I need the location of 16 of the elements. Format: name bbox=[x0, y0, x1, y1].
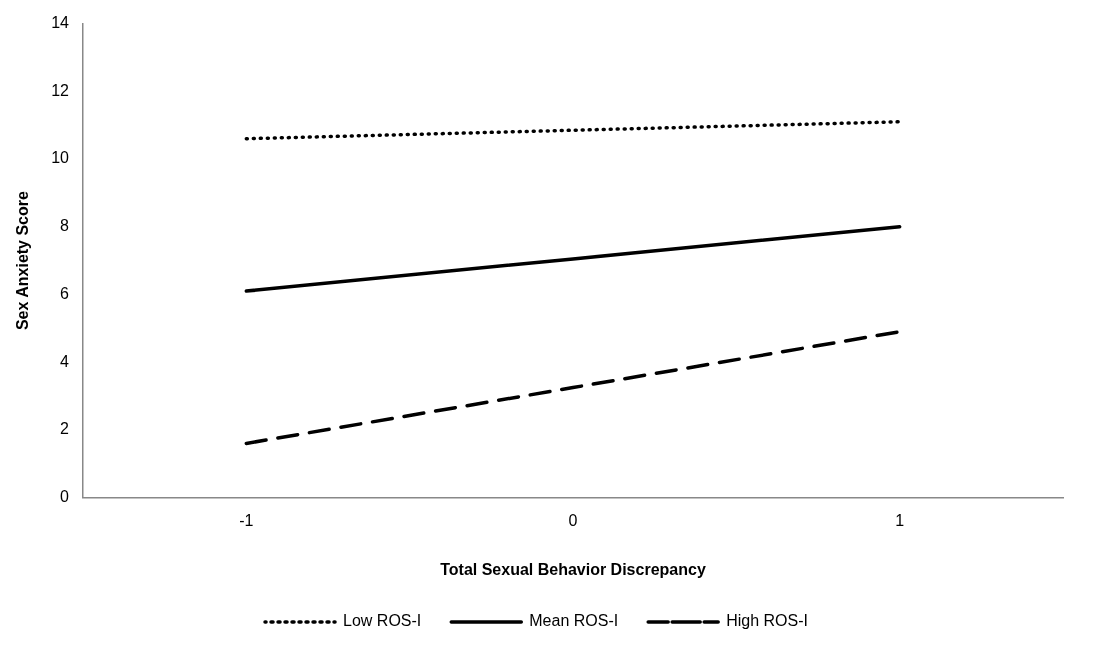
legend-label: Low ROS-I bbox=[343, 612, 422, 630]
y-axis-title: Sex Anxiety Score bbox=[14, 190, 32, 331]
y-tick-label: 0 bbox=[60, 488, 70, 506]
y-tick-label: 2 bbox=[60, 420, 70, 438]
y-tick-label: 8 bbox=[60, 217, 70, 235]
x-tick-label: -1 bbox=[239, 511, 254, 529]
legend-label: Mean ROS-I bbox=[529, 612, 619, 630]
x-axis-title: Total Sexual Behavior Discrepancy bbox=[440, 560, 706, 578]
y-tick-label: 14 bbox=[51, 14, 70, 32]
y-tick-label: 12 bbox=[51, 81, 70, 99]
y-tick-label: 10 bbox=[51, 149, 70, 167]
x-tick-label: 0 bbox=[568, 511, 578, 529]
y-tick-label: 6 bbox=[60, 284, 70, 302]
legend-label: High ROS-I bbox=[726, 612, 808, 630]
x-tick-label: 1 bbox=[895, 511, 905, 529]
y-tick-label: 4 bbox=[60, 352, 70, 370]
